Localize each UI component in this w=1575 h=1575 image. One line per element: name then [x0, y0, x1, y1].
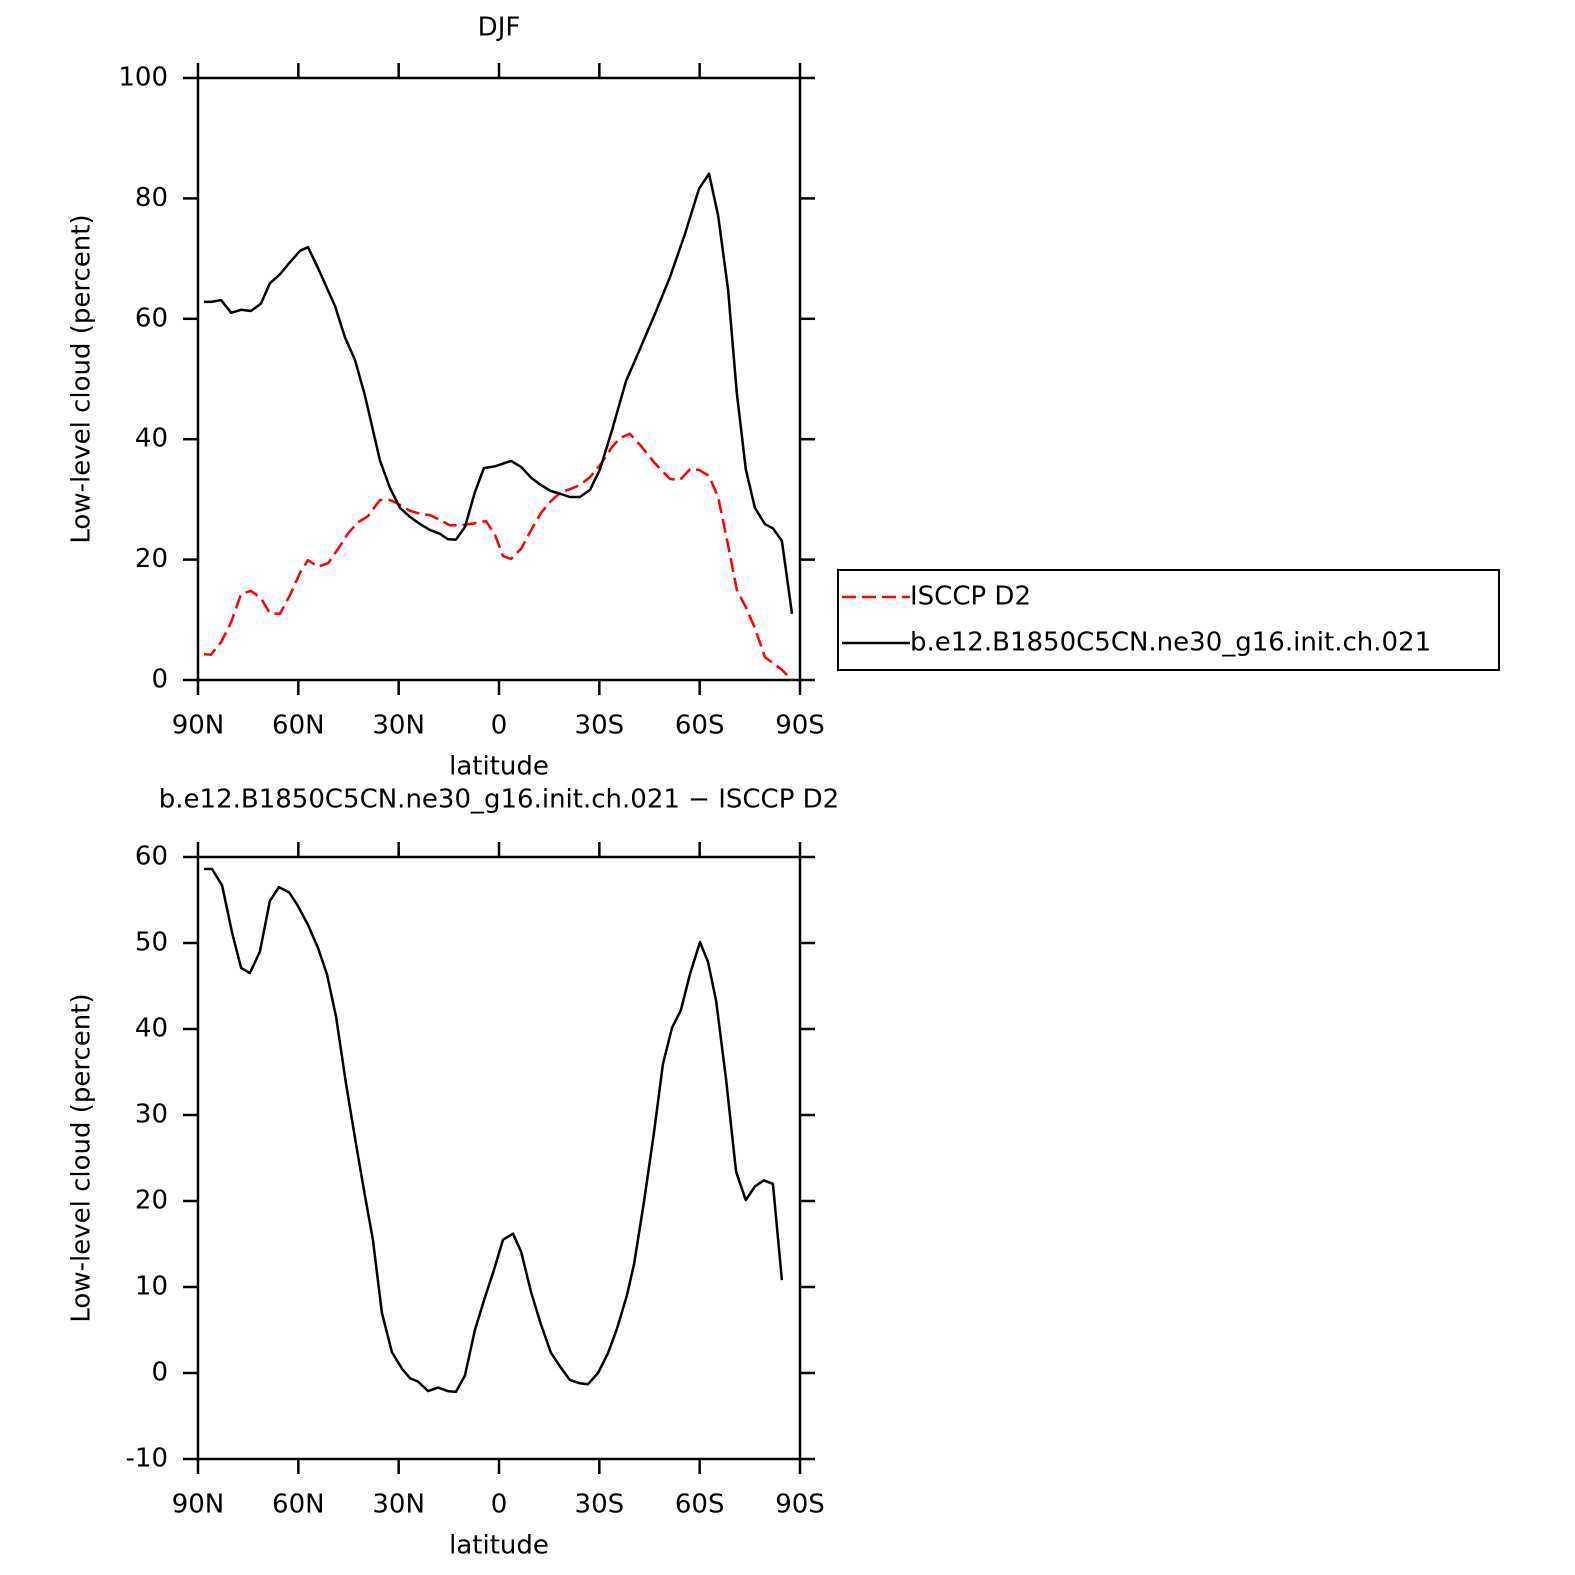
x-tick-label: 30S: [575, 711, 625, 741]
y-tick-label: -10: [126, 1444, 168, 1474]
y-tick-label: 10: [135, 1272, 168, 1302]
x-tick-label: 60S: [675, 711, 725, 741]
y-tick-label: 20: [135, 544, 168, 574]
legend-box: [837, 569, 1500, 671]
x-tick-label: 0: [491, 1490, 508, 1520]
data-line: [203, 432, 793, 681]
plot-frame: [196, 855, 802, 1461]
y-tick-label: 60: [135, 842, 168, 872]
x-tick-label: 60S: [675, 1490, 725, 1520]
x-axis-label: latitude: [449, 1531, 549, 1561]
x-tick-label: 60N: [272, 711, 325, 741]
chart-title: b.e12.B1850C5CN.ne30_g16.init.ch.021 − I…: [159, 785, 839, 815]
data-line: [204, 172, 794, 614]
x-axis-label: latitude: [449, 752, 549, 782]
y-tick-label: 0: [151, 665, 168, 695]
x-tick-label: 0: [491, 711, 508, 741]
legend-label: b.e12.B1850C5CN.ne30_g16.init.ch.021: [910, 628, 1431, 658]
x-tick-label: 30S: [575, 1490, 625, 1520]
x-tick-label: 90N: [172, 711, 225, 741]
chart-title: DJF: [478, 13, 521, 43]
y-tick-label: 40: [135, 424, 168, 454]
y-tick-label: 80: [135, 183, 168, 213]
plot-frame: [196, 76, 802, 682]
x-tick-label: 90S: [775, 711, 825, 741]
x-tick-label: 30N: [372, 1490, 425, 1520]
y-tick-label: 0: [151, 1358, 168, 1388]
y-axis-label: Low-level cloud (percent): [67, 993, 97, 1322]
y-tick-label: 50: [135, 928, 168, 958]
x-tick-label: 90N: [172, 1490, 225, 1520]
data-line: [204, 867, 784, 1394]
y-axis-label: Low-level cloud (percent): [67, 214, 97, 543]
legend-label: ISCCP D2: [910, 582, 1031, 612]
y-tick-label: 40: [135, 1014, 168, 1044]
x-tick-label: 60N: [272, 1490, 325, 1520]
y-tick-label: 100: [118, 63, 168, 93]
y-tick-label: 20: [135, 1186, 168, 1216]
y-tick-label: 30: [135, 1100, 168, 1130]
x-tick-label: 90S: [775, 1490, 825, 1520]
y-tick-label: 60: [135, 303, 168, 333]
x-tick-label: 30N: [372, 711, 425, 741]
